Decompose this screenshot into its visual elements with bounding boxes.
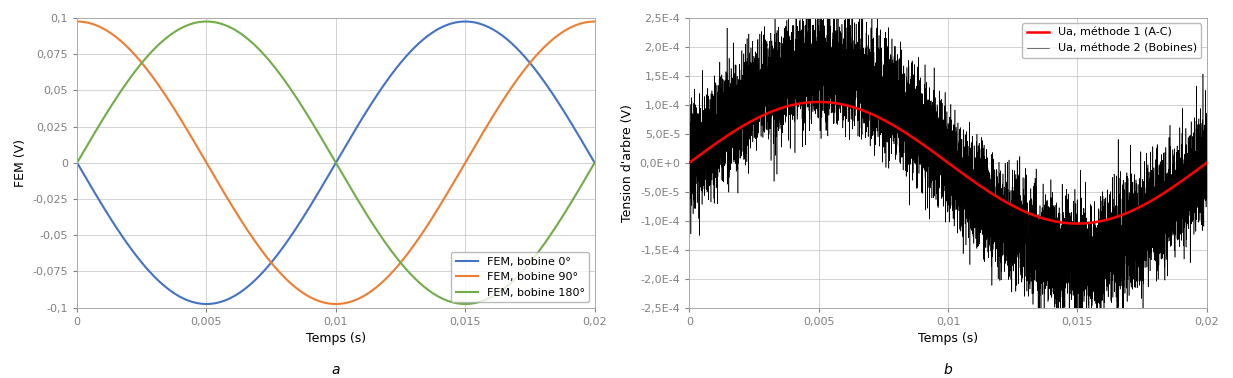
Ua, méthode 1 (A-C) [703,145,718,149]
FEM, bobine 90° [128,54,143,59]
FEM, bobine 90° [70,19,85,24]
FEM, bobine 0° [587,161,602,165]
Y-axis label: FEM (V): FEM (V) [14,139,27,187]
Legend: Ua, méthode 1 (A-C), Ua, méthode 2 (Bobines): Ua, méthode 1 (A-C), Ua, méthode 2 (Bobi… [1022,23,1201,58]
FEM, bobine 0° [522,60,536,64]
Ua, méthode 2 (Bobines) [1071,348,1086,352]
Ua, méthode 2 (Bobines) [682,189,697,193]
FEM, bobine 0° [199,302,213,306]
FEM, bobine 180° [128,68,143,72]
FEM, bobine 90° [577,20,592,25]
Ua, méthode 2 (Bobines) [1173,204,1187,208]
Ua, méthode 2 (Bobines) [783,84,798,88]
Legend: FEM, bobine 0°, FEM, bobine 90°, FEM, bobine 180°: FEM, bobine 0°, FEM, bobine 90°, FEM, bo… [451,252,589,302]
FEM, bobine 90° [268,265,282,270]
FEM, bobine 90° [328,302,343,306]
FEM, bobine 0° [159,286,174,290]
FEM, bobine 180° [587,161,602,165]
X-axis label: Temps (s): Temps (s) [919,332,978,345]
X-axis label: Temps (s): Temps (s) [306,332,366,345]
Line: FEM, bobine 90°: FEM, bobine 90° [78,22,594,304]
Ua, méthode 1 (A-C) [935,156,949,161]
Ua, méthode 2 (Bobines) [935,151,949,155]
FEM, bobine 180° [522,262,536,266]
Ua, méthode 1 (A-C) [1070,222,1085,226]
FEM, bobine 90° [159,95,174,100]
FEM, bobine 180° [159,35,174,40]
Text: a: a [332,363,340,377]
FEM, bobine 180° [291,98,306,102]
FEM, bobine 180° [70,161,85,165]
FEM, bobine 0° [269,255,284,259]
FEM, bobine 180° [457,302,472,306]
Ua, méthode 2 (Bobines) [703,110,718,115]
FEM, bobine 0° [577,144,592,148]
Line: FEM, bobine 0°: FEM, bobine 0° [78,22,594,304]
Line: Ua, méthode 2 (Bobines): Ua, méthode 2 (Bobines) [689,0,1207,350]
Text: b: b [943,363,952,377]
FEM, bobine 0° [128,253,143,258]
FEM, bobine 180° [199,19,213,24]
Ua, méthode 1 (A-C) [1200,161,1215,165]
FEM, bobine 0° [70,161,85,165]
FEM, bobine 180° [577,177,592,182]
Y-axis label: Tension d'arbre (V): Tension d'arbre (V) [621,104,634,222]
FEM, bobine 0° [291,223,306,228]
Line: FEM, bobine 180°: FEM, bobine 180° [78,22,594,304]
FEM, bobine 0° [457,19,472,24]
Ua, méthode 1 (A-C) [783,103,798,108]
Ua, méthode 2 (Bobines) [684,158,699,163]
FEM, bobine 90° [522,62,536,67]
Ua, méthode 1 (A-C) [713,138,727,143]
Ua, méthode 2 (Bobines) [1200,135,1215,140]
Ua, méthode 1 (A-C) [1173,180,1187,185]
Line: Ua, méthode 1 (A-C): Ua, méthode 1 (A-C) [689,102,1207,224]
FEM, bobine 180° [269,66,284,71]
FEM, bobine 90° [587,19,602,24]
Ua, méthode 2 (Bobines) [713,102,727,107]
Ua, méthode 1 (A-C) [811,100,826,104]
Ua, méthode 1 (A-C) [684,159,699,163]
FEM, bobine 90° [291,287,306,291]
Ua, méthode 1 (A-C) [682,161,697,165]
